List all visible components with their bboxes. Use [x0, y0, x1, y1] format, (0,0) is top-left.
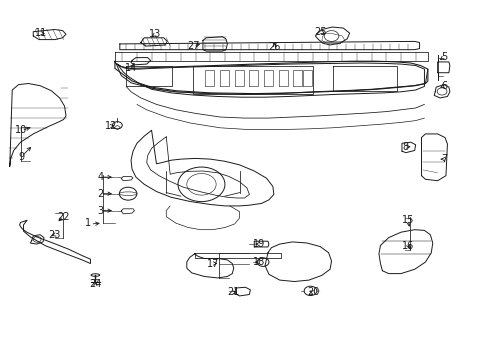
Text: 12: 12 — [105, 121, 118, 131]
Text: 18: 18 — [252, 257, 265, 267]
Text: 4: 4 — [97, 172, 103, 182]
Text: 6: 6 — [440, 81, 446, 91]
Text: 8: 8 — [402, 141, 408, 152]
Text: 23: 23 — [48, 230, 61, 240]
Text: 22: 22 — [57, 212, 70, 222]
Text: 13: 13 — [149, 29, 162, 39]
Text: 2: 2 — [97, 189, 103, 199]
Text: 26: 26 — [268, 42, 281, 52]
Text: 11: 11 — [34, 28, 47, 38]
Text: 27: 27 — [186, 41, 199, 51]
Text: 1: 1 — [85, 218, 91, 228]
Text: 25: 25 — [314, 27, 326, 37]
Text: 15: 15 — [401, 215, 414, 225]
Text: 5: 5 — [440, 52, 446, 62]
Text: 19: 19 — [252, 239, 265, 249]
Text: 24: 24 — [89, 279, 102, 289]
Text: 10: 10 — [15, 125, 28, 135]
Text: 7: 7 — [440, 154, 446, 164]
Text: 3: 3 — [97, 206, 103, 216]
Text: 14: 14 — [124, 63, 137, 73]
Text: 16: 16 — [401, 240, 414, 251]
Text: 21: 21 — [227, 287, 240, 297]
Text: 20: 20 — [306, 287, 319, 297]
Text: 17: 17 — [206, 258, 219, 269]
Text: 9: 9 — [19, 152, 24, 162]
